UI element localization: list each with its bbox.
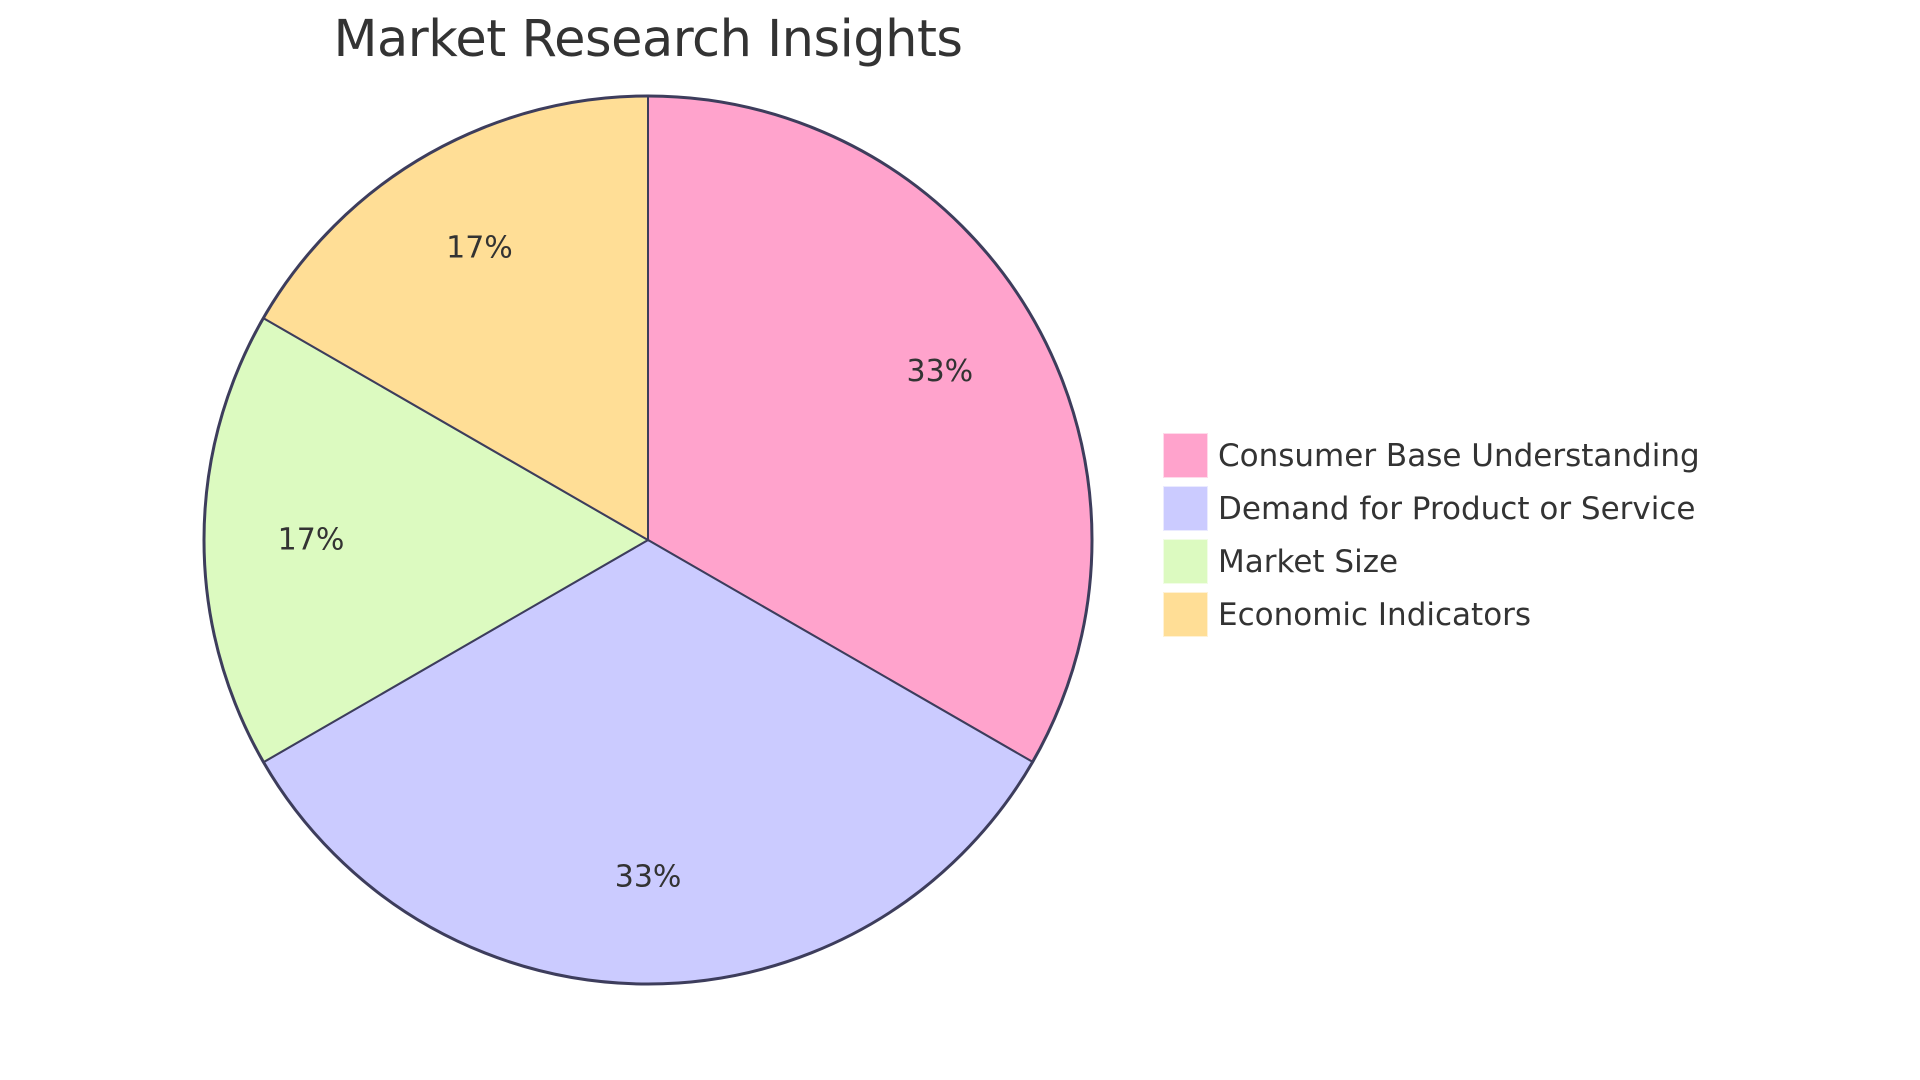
legend-swatch: [1163, 592, 1208, 637]
legend-item-consumer-base: Consumer Base Understanding: [1163, 433, 1700, 478]
pie-slices: [203, 94, 1093, 985]
legend-swatch: [1163, 539, 1208, 584]
legend-swatch: [1163, 486, 1208, 531]
pie-labels: 33% 33% 17% 17%: [278, 231, 974, 895]
legend-label: Market Size: [1218, 543, 1399, 580]
legend: Consumer Base Understanding Demand for P…: [1163, 433, 1700, 645]
chart-title: Market Research Insights: [333, 10, 963, 69]
legend-label: Economic Indicators: [1218, 596, 1532, 633]
legend-label: Demand for Product or Service: [1218, 490, 1696, 527]
slice-percent-label: 33%: [615, 860, 682, 895]
legend-swatch: [1163, 433, 1208, 478]
legend-item-market-size: Market Size: [1163, 539, 1700, 584]
legend-item-demand: Demand for Product or Service: [1163, 486, 1700, 531]
slice-percent-label: 33%: [906, 354, 973, 389]
legend-label: Consumer Base Understanding: [1218, 437, 1700, 474]
slice-percent-label: 17%: [278, 523, 345, 558]
slice-percent-label: 17%: [446, 231, 513, 266]
pie-outline: [202, 94, 1094, 986]
legend-item-economic-indicators: Economic Indicators: [1163, 592, 1700, 637]
